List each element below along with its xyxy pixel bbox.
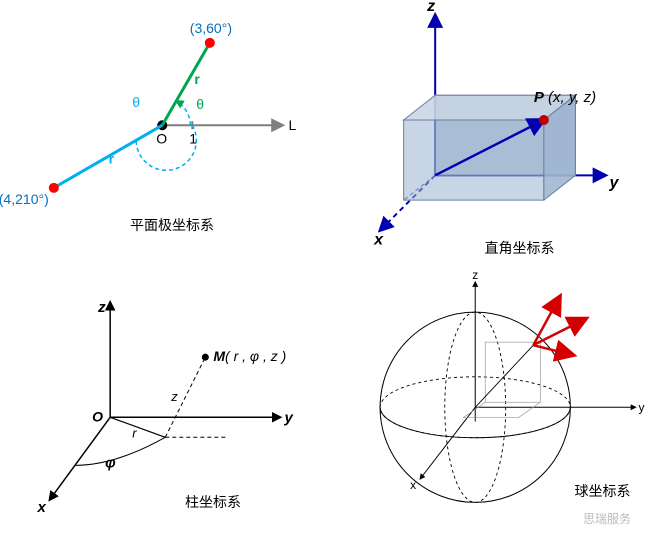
cartesian-panel: z y x P (x, y, z) 直角坐标系: [325, 0, 649, 267]
svg-text:x: x: [37, 498, 47, 515]
polar-panel: 1OLr(3,60°)r(4,210°)θθ 平面极坐标系: [0, 0, 325, 267]
svg-text:O: O: [92, 408, 103, 424]
svg-text:z: z: [426, 0, 435, 15]
svg-text:z: z: [170, 389, 178, 404]
cartesian-svg: z y x P (x, y, z): [325, 0, 649, 267]
spherical-panel: z y x 球坐标系 思瑞服务: [325, 267, 649, 533]
svg-text:L: L: [288, 117, 296, 133]
svg-text:M( r , φ , z ): M( r , φ , z ): [213, 348, 286, 364]
svg-text:r: r: [132, 425, 137, 440]
cylindrical-panel: z y x Or φ z M( r , φ , z ) 柱坐标系: [0, 267, 325, 533]
cartesian-caption: 直角坐标系: [485, 238, 555, 258]
polar-caption: 平面极坐标系: [130, 215, 214, 235]
svg-text:y: y: [608, 173, 619, 191]
svg-text:(4,210°): (4,210°): [0, 191, 49, 207]
svg-text:z: z: [472, 268, 478, 282]
svg-text:O: O: [156, 130, 167, 146]
watermark: 思瑞服务: [583, 510, 631, 527]
svg-text:r: r: [109, 151, 115, 167]
svg-text:x: x: [410, 477, 416, 491]
svg-text:x: x: [373, 230, 384, 248]
cylindrical-caption: 柱坐标系: [185, 492, 241, 512]
spherical-caption: 球坐标系: [575, 481, 631, 501]
svg-text:P (x, y, z): P (x, y, z): [533, 89, 595, 106]
svg-text:(3,60°): (3,60°): [190, 20, 232, 36]
svg-text:θ: θ: [132, 94, 140, 110]
cylindrical-svg: z y x Or φ z M( r , φ , z ): [0, 267, 325, 533]
svg-text:θ: θ: [196, 96, 204, 112]
svg-text:z: z: [97, 299, 106, 316]
svg-text:y: y: [283, 409, 293, 426]
svg-text:y: y: [638, 400, 644, 414]
svg-text:r: r: [194, 71, 200, 87]
svg-text:φ: φ: [105, 454, 116, 471]
